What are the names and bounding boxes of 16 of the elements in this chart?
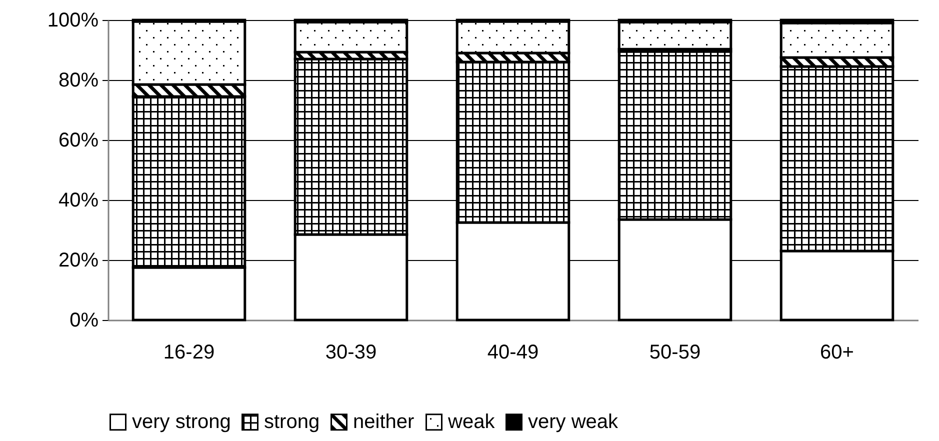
x-tick-label: 60+ — [820, 342, 854, 364]
y-tick-label: 40% — [58, 190, 99, 212]
x-tick-label: 30-39 — [325, 342, 377, 364]
y-tick-label: 100% — [47, 10, 99, 32]
x-tick-label: 40-49 — [487, 342, 539, 364]
x-tick-label: 16-29 — [163, 342, 215, 364]
legend-label: very strong — [132, 411, 231, 434]
y-tick-label: 80% — [58, 70, 99, 92]
x-tick-label: 50-59 — [649, 342, 701, 364]
legend-label: very weak — [528, 411, 620, 434]
legend-label: strong — [264, 411, 320, 434]
y-tick-label: 0% — [70, 310, 99, 332]
legend-label: neither — [353, 411, 414, 434]
y-tick-label: 20% — [58, 250, 99, 272]
y-tick-label: 60% — [58, 130, 99, 152]
legend-label: weak — [447, 411, 496, 434]
